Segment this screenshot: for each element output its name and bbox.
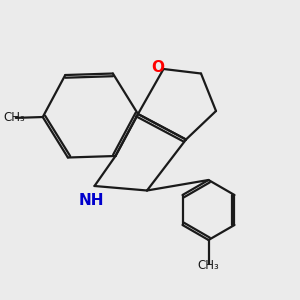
Text: CH₃: CH₃ bbox=[3, 111, 25, 124]
Text: NH: NH bbox=[79, 193, 104, 208]
Text: CH₃: CH₃ bbox=[198, 259, 219, 272]
Text: O: O bbox=[152, 60, 165, 75]
